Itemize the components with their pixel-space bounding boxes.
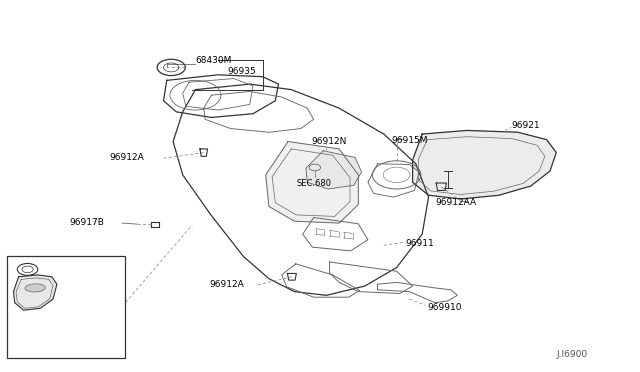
Text: J.I6900: J.I6900 <box>556 350 588 359</box>
Text: 96917B: 96917B <box>70 218 104 227</box>
Text: 969910: 969910 <box>428 303 462 312</box>
Text: 96912N: 96912N <box>311 137 346 146</box>
Text: 68430M: 68430M <box>195 56 232 65</box>
Polygon shape <box>413 131 556 199</box>
Polygon shape <box>306 151 362 189</box>
Text: 96935: 96935 <box>227 67 256 76</box>
Polygon shape <box>13 275 57 310</box>
Text: 96912AA: 96912AA <box>435 198 476 207</box>
Ellipse shape <box>25 284 45 292</box>
Bar <box>7 256 125 358</box>
Polygon shape <box>266 141 358 223</box>
Text: 96912A: 96912A <box>209 280 244 289</box>
Text: 96921: 96921 <box>511 121 540 130</box>
Text: A/T: A/T <box>11 256 26 265</box>
Text: 96915M: 96915M <box>391 136 428 145</box>
Text: 96912A: 96912A <box>109 153 144 162</box>
Text: SEC.680: SEC.680 <box>296 179 332 188</box>
Text: 96911: 96911 <box>405 239 434 248</box>
Text: 68430N: 68430N <box>36 264 67 273</box>
Text: 96941: 96941 <box>61 289 86 298</box>
